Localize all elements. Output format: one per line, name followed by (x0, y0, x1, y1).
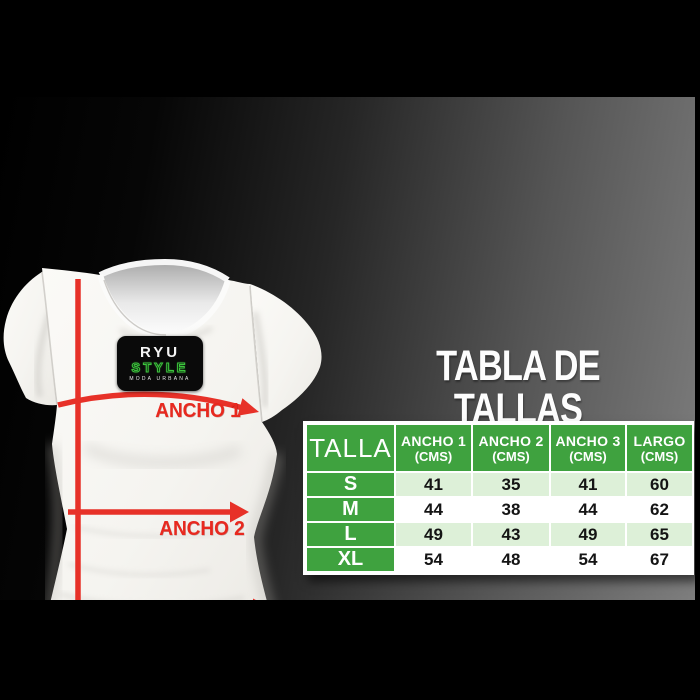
row-label-xl: XL (305, 546, 396, 573)
ancho1-arrowhead (237, 398, 259, 416)
cell-m-ancho1: 44 (394, 496, 473, 523)
table-row-m: M 44 38 44 62 (305, 496, 694, 523)
cell-m-ancho2: 38 (471, 496, 551, 523)
ancho2-label: ANCHO 2 (159, 518, 245, 540)
left-sleeve (3, 270, 58, 406)
tshirt-image (3, 258, 322, 657)
bottom-black-band (0, 600, 700, 700)
table-header-row: TALLA ANCHO 1 (CMS) ANCHO 2 (CMS) ANCHO … (305, 423, 694, 473)
cell-s-ancho3: 41 (549, 471, 627, 498)
column-header-ancho3: ANCHO 3 (CMS) (549, 423, 627, 473)
row-label-s: S (305, 471, 396, 498)
right-side-shadow (250, 453, 281, 618)
cell-xl-largo: 67 (625, 546, 694, 573)
row-label-m: M (305, 496, 396, 523)
shirt-body (42, 268, 277, 644)
cell-m-ancho3: 44 (549, 496, 627, 523)
content-area: RYU STYLE MODA URBANA ANCHO 1 ANCHO 2 AN… (0, 97, 700, 665)
collar-back-rim (98, 258, 230, 283)
cell-xl-ancho2: 48 (471, 546, 551, 573)
ancho2-arrowhead (230, 501, 249, 523)
cell-s-ancho1: 41 (394, 471, 473, 498)
cell-l-ancho1: 49 (394, 521, 473, 548)
table-row-s: S 41 35 41 60 (305, 471, 694, 498)
right-black-edge (695, 97, 700, 600)
brand-tagline: MODA URBANA (129, 376, 191, 382)
ancho1-label: ANCHO 1 (155, 400, 241, 422)
brand-style-label: STYLE (131, 360, 189, 375)
bust-shadow (82, 442, 242, 468)
cell-m-largo: 62 (625, 496, 694, 523)
page-title: TABLA DE TALLAS (436, 342, 600, 433)
collar-opening (100, 262, 228, 336)
column-header-talla: TALLA (305, 423, 396, 473)
brand-patch: RYU STYLE MODA URBANA (117, 336, 203, 391)
waist-wrinkle-1 (74, 525, 236, 538)
row-label-l: L (305, 521, 396, 548)
cell-xl-ancho3: 54 (549, 546, 627, 573)
cell-xl-ancho1: 54 (394, 546, 473, 573)
talla-header-label: TALLA (309, 432, 392, 463)
right-sleeve-shading (252, 311, 269, 408)
left-armhole-seam (41, 271, 58, 406)
cell-l-largo: 65 (625, 521, 694, 548)
cell-s-largo: 60 (625, 471, 694, 498)
brand-name: RYU (139, 344, 181, 361)
column-header-ancho2: ANCHO 2 (CMS) (471, 423, 551, 473)
size-table: TALLA ANCHO 1 (CMS) ANCHO 2 (CMS) ANCHO … (303, 421, 694, 575)
cell-s-ancho2: 35 (471, 471, 551, 498)
left-side-shadow (45, 443, 63, 613)
top-black-band (0, 0, 700, 97)
cell-l-ancho3: 49 (549, 521, 627, 548)
cell-l-ancho2: 43 (471, 521, 551, 548)
table-row-l: L 49 43 49 65 (305, 521, 694, 548)
right-armhole-seam (249, 285, 263, 423)
waist-wrinkle-2 (67, 562, 211, 577)
column-header-ancho1: ANCHO 1 (CMS) (394, 423, 473, 473)
table-row-xl: XL 54 48 54 67 (305, 546, 694, 573)
collar-rim-seam (103, 279, 167, 336)
ancho1-arc-line (57, 391, 244, 411)
column-header-largo: LARGO (CMS) (625, 423, 694, 473)
collar-front-rim (97, 274, 231, 340)
